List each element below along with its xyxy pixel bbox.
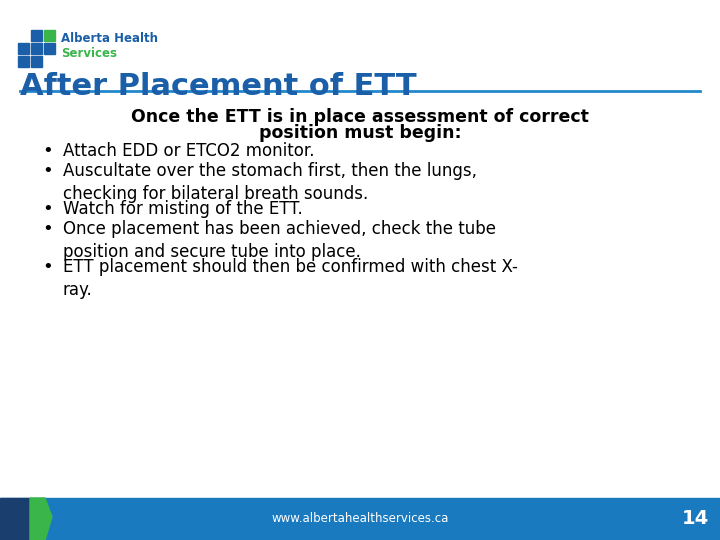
Bar [18, 43, 29, 54]
Text: Once placement has been achieved, check the tube
position and secure tube into p: Once placement has been achieved, check … [63, 220, 496, 261]
Text: •: • [42, 200, 53, 218]
Text: ETT placement should then be confirmed with chest X-
ray.: ETT placement should then be confirmed w… [63, 258, 518, 299]
Bar [44, 30, 55, 41]
Bar [31, 56, 42, 67]
Bar [18, 56, 29, 67]
Bar [0, 498, 720, 540]
Text: Services: Services [61, 47, 117, 60]
Text: Attach EDD or ETCO2 monitor.: Attach EDD or ETCO2 monitor. [63, 142, 315, 160]
Bar [31, 30, 42, 41]
Text: 14: 14 [681, 510, 708, 529]
Bar [44, 43, 55, 54]
Bar [0, 498, 30, 540]
Text: position must begin:: position must begin: [258, 124, 462, 142]
Text: www.albertahealthservices.ca: www.albertahealthservices.ca [271, 512, 449, 525]
Text: •: • [42, 258, 53, 276]
Bar [31, 43, 42, 54]
Text: •: • [42, 162, 53, 180]
Text: Alberta Health: Alberta Health [61, 32, 158, 45]
Text: •: • [42, 220, 53, 238]
Text: •: • [42, 142, 53, 160]
Polygon shape [30, 498, 52, 540]
Text: Auscultate over the stomach first, then the lungs,
checking for bilateral breath: Auscultate over the stomach first, then … [63, 162, 477, 203]
Text: Once the ETT is in place assessment of correct: Once the ETT is in place assessment of c… [131, 108, 589, 126]
Text: Watch for misting of the ETT.: Watch for misting of the ETT. [63, 200, 302, 218]
Text: After Placement of ETT: After Placement of ETT [20, 72, 417, 101]
